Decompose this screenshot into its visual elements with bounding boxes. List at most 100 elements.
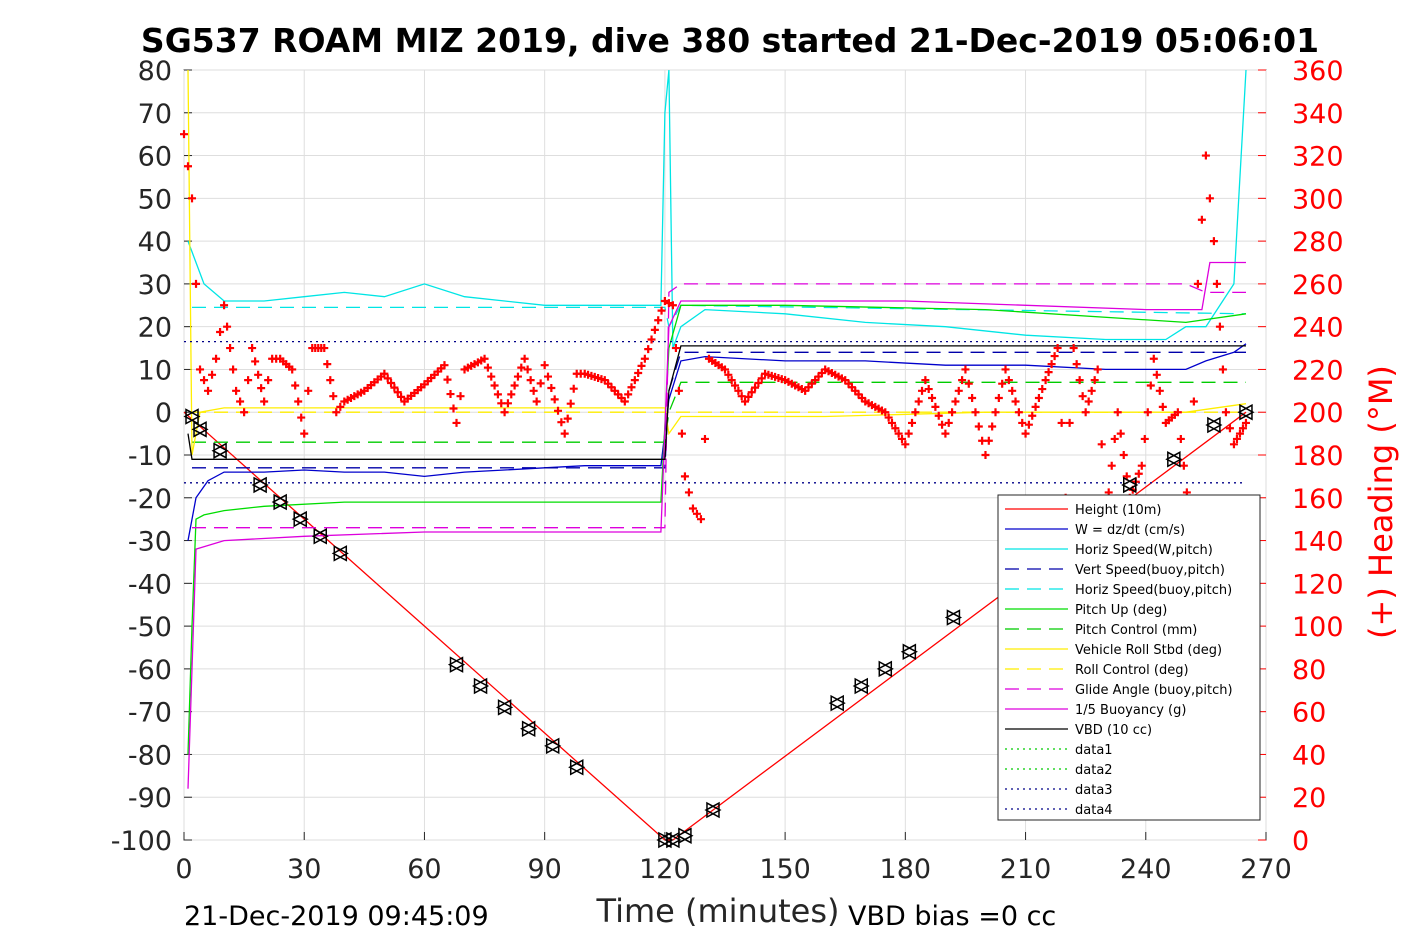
heading-marker — [1018, 418, 1027, 427]
heading-marker — [620, 397, 629, 406]
heading-marker — [1218, 365, 1227, 374]
heading-marker — [931, 402, 940, 411]
heading-marker — [1209, 237, 1218, 246]
y-tick-label: -90 — [128, 783, 172, 814]
heading-marker — [680, 472, 689, 481]
depth-marker-left — [251, 476, 267, 494]
depth-marker-left — [704, 801, 720, 819]
x-tick-label: 270 — [1240, 854, 1292, 885]
heading-marker — [547, 383, 556, 392]
y-tick-label: -70 — [128, 698, 172, 729]
heading-marker — [1201, 151, 1210, 160]
x-tick-label: 90 — [527, 854, 561, 885]
depth-marker-left — [271, 493, 287, 511]
heading-marker — [961, 365, 970, 374]
heading-marker — [901, 440, 910, 449]
heading-marker — [332, 408, 341, 417]
heading-marker — [1034, 393, 1043, 402]
heading-marker — [981, 451, 990, 459]
heading-marker — [1158, 402, 1167, 411]
heading-marker — [944, 418, 953, 427]
depth-marker-left — [447, 656, 464, 673]
heading-marker — [212, 354, 221, 363]
depth-marker-left — [1121, 476, 1137, 494]
heading-marker — [1137, 461, 1146, 470]
heading-marker — [326, 376, 335, 385]
series-line-11 — [187, 345, 1246, 460]
heading-marker — [1241, 418, 1250, 427]
heading-marker — [1197, 215, 1206, 224]
depth-marker-left — [1165, 451, 1181, 468]
heading-marker — [440, 361, 449, 370]
right-y-tick-label: 200 — [1292, 398, 1344, 429]
heading-marker — [336, 402, 345, 411]
heading-marker — [747, 388, 756, 397]
y-tick-label: 70 — [138, 99, 172, 130]
heading-marker — [1001, 365, 1010, 374]
series-line-6 — [192, 381, 1246, 443]
right-y-axis-label: (+) Heading (°M) — [1362, 365, 1400, 639]
heading-marker — [984, 436, 993, 445]
heading-marker — [991, 408, 1000, 417]
depth-marker-left — [496, 699, 512, 716]
heading-marker — [881, 408, 890, 417]
heading-marker — [674, 386, 683, 395]
heading-marker — [449, 404, 458, 413]
right-y-tick-label: 20 — [1292, 783, 1326, 814]
depth-marker-left — [1237, 403, 1253, 421]
heading-marker — [232, 386, 241, 395]
legend-label-2: Horiz Speed(W,pitch) — [1075, 543, 1213, 558]
heading-marker — [727, 376, 736, 385]
depth-marker-left — [1205, 416, 1221, 434]
legend-label-14: data3 — [1075, 783, 1113, 798]
depth-marker-left — [520, 720, 536, 738]
heading-marker — [204, 386, 213, 395]
heading-marker — [513, 372, 522, 381]
heading-marker — [1004, 376, 1013, 385]
heading-marker — [1119, 451, 1128, 459]
heading-marker — [644, 345, 653, 354]
heading-marker — [288, 365, 297, 374]
y-tick-label: 10 — [138, 355, 172, 386]
heading-marker — [904, 429, 913, 438]
y-tick-label: 20 — [138, 313, 172, 344]
heading-marker — [897, 434, 906, 443]
legend-label-1: W = dz/dt (cm/s) — [1075, 523, 1185, 538]
heading-marker — [1225, 424, 1234, 433]
heading-marker — [532, 397, 541, 406]
heading-marker — [456, 392, 465, 401]
y-tick-label: 30 — [138, 270, 172, 301]
heading-marker — [978, 436, 987, 445]
heading-marker — [731, 381, 740, 390]
heading-marker — [1072, 360, 1081, 369]
heading-marker — [891, 424, 900, 433]
heading-marker — [526, 376, 535, 385]
heading-marker — [248, 344, 257, 353]
heading-marker — [1221, 408, 1230, 417]
heading-marker — [264, 376, 273, 385]
heading-marker — [184, 162, 193, 171]
heading-marker — [1107, 461, 1116, 470]
heading-marker — [383, 374, 392, 383]
heading-marker — [257, 384, 266, 393]
heading-marker — [918, 386, 927, 395]
heading-marker — [483, 363, 492, 372]
heading-marker — [964, 379, 973, 388]
heading-marker — [1189, 397, 1198, 406]
right-y-tick-label: 0 — [1292, 826, 1309, 857]
legend-label-15: data4 — [1075, 803, 1113, 818]
heading-marker — [397, 392, 406, 401]
heading-marker — [1116, 429, 1125, 438]
heading-marker — [560, 429, 569, 438]
y-tick-label: -80 — [128, 740, 172, 771]
legend-label-5: Pitch Up (deg) — [1075, 603, 1167, 618]
right-y-tick-label: 260 — [1292, 270, 1344, 301]
heading-marker — [320, 344, 329, 353]
heading-marker — [921, 376, 930, 385]
right-y-tick-label: 180 — [1292, 441, 1344, 472]
heading-marker — [1155, 386, 1164, 395]
heading-marker — [216, 328, 225, 337]
heading-marker — [951, 397, 960, 406]
depth-marker-left — [676, 827, 692, 844]
heading-marker — [914, 397, 923, 406]
